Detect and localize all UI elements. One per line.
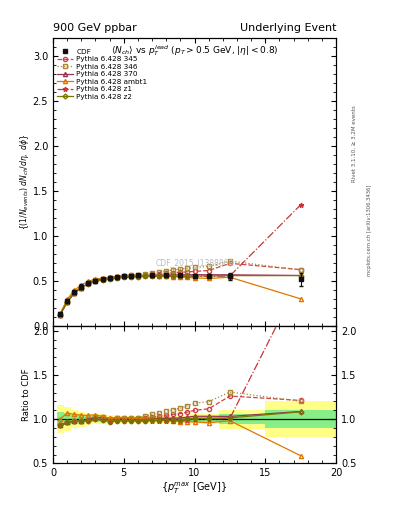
Text: Underlying Event: Underlying Event bbox=[239, 23, 336, 33]
Bar bbox=[173, 416, 187, 423]
Bar bbox=[106, 417, 113, 421]
Bar bbox=[85, 414, 92, 425]
Legend: CDF, Pythia 6.428 345, Pythia 6.428 346, Pythia 6.428 370, Pythia 6.428 ambt1, P: CDF, Pythia 6.428 345, Pythia 6.428 346,… bbox=[57, 48, 148, 100]
Bar bbox=[134, 416, 145, 423]
Bar bbox=[265, 410, 336, 428]
Text: CDF_2015_I1388868: CDF_2015_I1388868 bbox=[155, 259, 234, 267]
Text: mcplots.cern.ch [arXiv:1306.3436]: mcplots.cern.ch [arXiv:1306.3436] bbox=[367, 185, 373, 276]
Bar bbox=[202, 417, 219, 421]
Bar bbox=[120, 417, 127, 421]
X-axis label: $\{p_T^{max}\ [\mathrm{GeV}]\}$: $\{p_T^{max}\ [\mathrm{GeV}]\}$ bbox=[162, 481, 228, 497]
Bar bbox=[159, 416, 173, 423]
Bar bbox=[71, 411, 78, 428]
Bar bbox=[57, 405, 64, 433]
Text: $\langle N_{ch}\rangle$ vs $p_T^{lead}$ ($p_T > 0.5$ GeV, $|\eta| < 0.8$): $\langle N_{ch}\rangle$ vs $p_T^{lead}$ … bbox=[111, 42, 278, 58]
Bar bbox=[106, 415, 113, 423]
Bar bbox=[145, 417, 159, 421]
Bar bbox=[57, 412, 64, 426]
Bar bbox=[92, 414, 99, 424]
Bar bbox=[173, 417, 187, 421]
Text: Rivet 3.1.10, ≥ 3.2M events: Rivet 3.1.10, ≥ 3.2M events bbox=[352, 105, 357, 182]
Bar bbox=[85, 416, 92, 422]
Bar bbox=[78, 412, 85, 426]
Bar bbox=[71, 415, 78, 423]
Bar bbox=[219, 410, 265, 429]
Bar bbox=[120, 416, 127, 423]
Bar bbox=[99, 417, 106, 422]
Bar bbox=[159, 417, 173, 421]
Bar bbox=[92, 416, 99, 422]
Bar bbox=[127, 417, 134, 421]
Bar bbox=[113, 417, 120, 421]
Text: 900 GeV ppbar: 900 GeV ppbar bbox=[53, 23, 137, 33]
Bar bbox=[64, 413, 71, 425]
Bar bbox=[145, 416, 159, 423]
Bar bbox=[64, 408, 71, 431]
Bar bbox=[202, 414, 219, 424]
Bar bbox=[134, 417, 145, 421]
Bar bbox=[113, 415, 120, 423]
Bar bbox=[78, 415, 85, 423]
Bar bbox=[127, 416, 134, 423]
Bar bbox=[265, 401, 336, 437]
Bar bbox=[219, 414, 265, 424]
Bar bbox=[187, 417, 202, 421]
Bar bbox=[99, 414, 106, 424]
Y-axis label: $\{(1/N_{events})\ dN_{ch}/d\eta,\ d\phi\}$: $\{(1/N_{events})\ dN_{ch}/d\eta,\ d\phi… bbox=[18, 134, 31, 230]
Y-axis label: Ratio to CDF: Ratio to CDF bbox=[22, 369, 31, 421]
Bar bbox=[187, 414, 202, 424]
